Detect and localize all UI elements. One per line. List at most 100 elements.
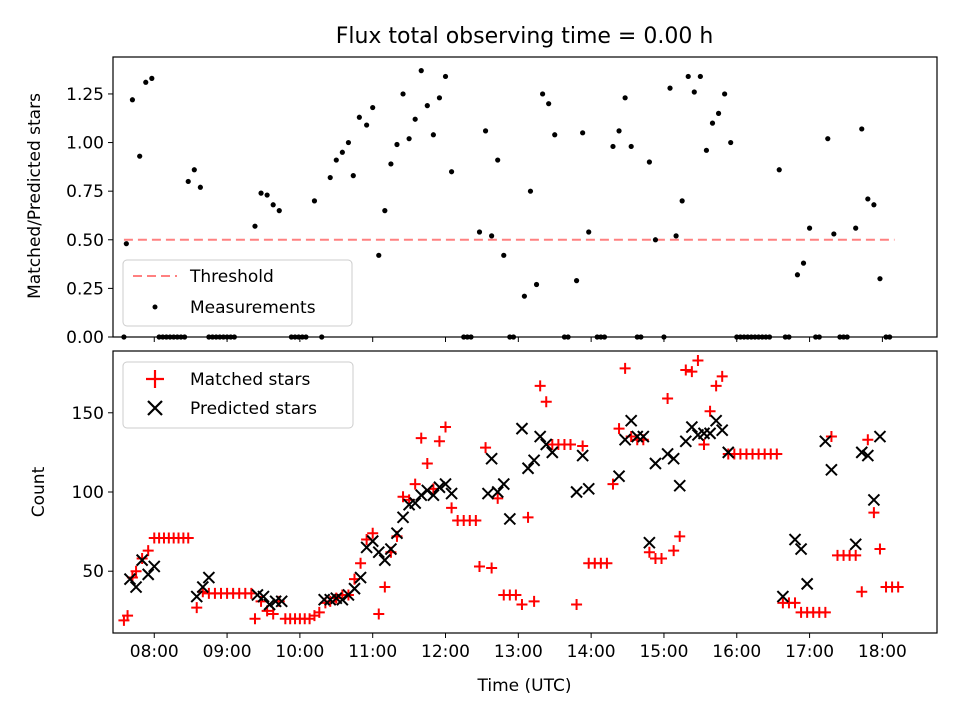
count-predicted-point xyxy=(873,430,887,443)
ratio-measurement-point xyxy=(436,95,443,101)
ratio-measurement-point xyxy=(339,149,345,155)
ratio-measurement-point xyxy=(552,132,558,138)
ratio-measurement-point xyxy=(831,231,837,237)
count-matched-point xyxy=(480,442,492,454)
ratio-measurement-point xyxy=(756,334,762,340)
ratio-measurement-point xyxy=(217,334,223,340)
count-matched-point xyxy=(662,393,674,405)
count-matched-point xyxy=(850,549,862,561)
ratio-legend: Threshold Measurements xyxy=(122,259,353,327)
count-matched-point xyxy=(892,581,904,593)
count-matched-point xyxy=(686,366,698,378)
count-predicted-point xyxy=(849,538,862,551)
ratio-measurement-point xyxy=(442,73,449,80)
ratio-measurement-point xyxy=(844,334,850,340)
count-y-tick-label: 100 xyxy=(72,483,104,503)
count-matched-point xyxy=(868,507,880,519)
ratio-measurement-point xyxy=(539,91,546,97)
count-predicted-point xyxy=(649,457,662,470)
count-predicted-point xyxy=(685,420,699,434)
count-x-tick-label: 17:00 xyxy=(785,642,834,662)
count-predicted-point xyxy=(396,511,410,524)
ratio-measurement-point xyxy=(209,334,216,340)
count-matched-point xyxy=(710,380,722,392)
count-matched-point xyxy=(355,557,367,569)
ratio-measurement-point xyxy=(224,334,230,340)
ratio-measurement-point xyxy=(741,334,747,340)
ratio-measurement-point xyxy=(565,334,571,340)
count-matched-point xyxy=(313,606,325,618)
ratio-measurement-point xyxy=(883,334,889,340)
count-matched-point xyxy=(571,598,583,610)
count-matched-point xyxy=(379,581,391,593)
count-predicted-point xyxy=(491,485,504,499)
count-matched-point xyxy=(789,597,801,609)
count-predicted-point xyxy=(673,479,686,492)
count-predicted-point xyxy=(427,488,440,502)
count-matched-point xyxy=(613,423,625,435)
count-predicted-point xyxy=(679,435,693,448)
ratio-y-tick-label: 1.00 xyxy=(66,134,104,154)
count-legend-matched-label: Matched stars xyxy=(190,370,310,390)
count-predicted-point xyxy=(637,430,650,443)
count-predicted-point xyxy=(576,449,589,462)
ratio-measurement-point xyxy=(794,272,801,278)
count-plot-area: 08:00 09:00 10:00 11:00 12:00 13:00 14:00 15:00… xyxy=(72,350,938,662)
count-matched-point xyxy=(577,440,589,452)
count-matched-point xyxy=(668,545,680,557)
ratio-panel: Flux total observing time = 0.00 h Match… xyxy=(25,24,938,348)
count-matched-point xyxy=(619,362,631,374)
ratio-measurement-point xyxy=(299,334,305,340)
count-series-predicted-stars xyxy=(123,414,887,611)
count-predicted-point xyxy=(433,481,446,494)
count-matched-point xyxy=(440,421,452,433)
ratio-measurement-point xyxy=(697,73,703,80)
ratio-y-tick-label: 0.00 xyxy=(66,328,104,348)
ratio-measurement-point xyxy=(143,79,149,85)
ratio-measurement-point xyxy=(715,110,722,116)
ratio-measurement-point xyxy=(703,147,710,153)
ratio-measurement-point xyxy=(501,252,507,258)
ratio-legend-box xyxy=(122,259,353,327)
ratio-measurement-point xyxy=(333,157,339,163)
ratio-measurement-point xyxy=(213,334,219,340)
count-predicted-point xyxy=(148,560,161,573)
ratio-measurement-point xyxy=(816,334,822,340)
ratio-measurement-point xyxy=(123,241,129,247)
count-predicted-point xyxy=(709,414,723,427)
count-matched-point xyxy=(704,405,716,417)
count-predicted-point xyxy=(503,512,517,526)
ratio-measurement-point xyxy=(859,126,865,132)
count-matched-point xyxy=(771,448,783,460)
count-matched-point xyxy=(397,491,409,503)
count-matched-point xyxy=(421,457,433,469)
count-x-axis-label: Time (UTC) xyxy=(477,676,572,696)
count-x-tick-label: 08:00 xyxy=(130,642,179,662)
count-predicted-point xyxy=(366,534,379,548)
ratio-measurement-point xyxy=(370,104,376,111)
count-predicted-point xyxy=(123,572,137,586)
count-matched-point xyxy=(142,545,154,557)
ratio-measurement-point xyxy=(394,141,400,148)
ratio-measurement-point xyxy=(174,334,180,340)
count-legend-predicted-label: Predicted stars xyxy=(190,399,317,419)
count-predicted-point xyxy=(445,487,458,500)
ratio-measurement-point xyxy=(121,334,127,340)
count-matched-point xyxy=(680,364,692,376)
ratio-measurement-point xyxy=(800,260,807,266)
count-matched-point xyxy=(601,557,613,569)
count-x-tick-label: 12:00 xyxy=(421,642,470,662)
ratio-measurement-point xyxy=(206,334,212,340)
ratio-measurement-point xyxy=(586,229,592,235)
count-matched-point xyxy=(486,562,498,574)
count-matched-point xyxy=(267,608,279,620)
ratio-measurement-point xyxy=(167,334,173,340)
ratio-measurement-point xyxy=(412,116,418,122)
ratio-measurement-point xyxy=(527,188,534,194)
count-predicted-point xyxy=(788,533,802,546)
count-predicted-point xyxy=(481,487,495,500)
ratio-axes-frame xyxy=(112,56,938,338)
ratio-measurement-point xyxy=(598,334,604,340)
count-predicted-point xyxy=(800,577,814,591)
